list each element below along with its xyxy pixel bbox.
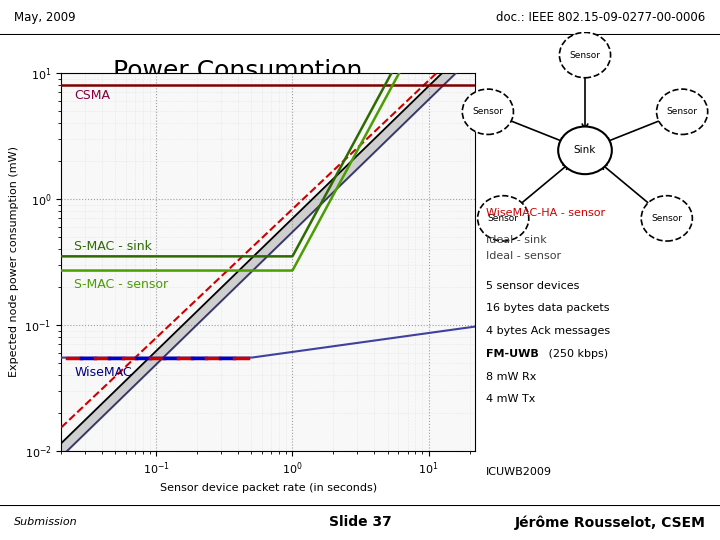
Text: Power Consumption: Power Consumption <box>113 58 362 83</box>
Text: WiseMAC-HA - sensor: WiseMAC-HA - sensor <box>486 208 605 218</box>
Text: Jérôme Rousselot, CSEM: Jérôme Rousselot, CSEM <box>515 515 706 530</box>
Text: WiseMAC: WiseMAC <box>74 366 132 379</box>
Text: Sensor: Sensor <box>472 107 503 116</box>
FancyArrowPatch shape <box>601 164 653 207</box>
Text: (250 kbps): (250 kbps) <box>545 349 608 359</box>
Text: May, 2009: May, 2009 <box>14 11 76 24</box>
Text: 5 sensor devices: 5 sensor devices <box>486 281 580 291</box>
Text: Ideal - sink: Ideal - sink <box>486 235 546 245</box>
Text: CSMA: CSMA <box>74 89 110 102</box>
Text: Sensor: Sensor <box>487 214 518 223</box>
Text: doc.: IEEE 802.15-09-0277-00-0006: doc.: IEEE 802.15-09-0277-00-0006 <box>496 11 706 24</box>
Text: ICUWB2009: ICUWB2009 <box>486 467 552 477</box>
X-axis label: Sensor device packet rate (in seconds): Sensor device packet rate (in seconds) <box>160 483 377 493</box>
FancyArrowPatch shape <box>604 118 665 143</box>
Text: Ideal - sensor: Ideal - sensor <box>486 251 561 261</box>
Circle shape <box>559 32 611 78</box>
Text: Slide 37: Slide 37 <box>328 516 392 529</box>
Text: Sink: Sink <box>574 145 596 156</box>
Text: S-MAC - sink: S-MAC - sink <box>74 240 152 253</box>
Text: 8 mW Rx: 8 mW Rx <box>486 372 536 382</box>
Text: FM-UWB: FM-UWB <box>486 349 539 359</box>
Circle shape <box>657 89 708 134</box>
Circle shape <box>462 89 513 134</box>
Text: Sensor: Sensor <box>570 51 600 59</box>
Y-axis label: Expected node power consumption (mW): Expected node power consumption (mW) <box>9 146 19 377</box>
Text: 4 bytes Ack messages: 4 bytes Ack messages <box>486 326 610 336</box>
Circle shape <box>477 195 528 241</box>
Text: S-MAC - sensor: S-MAC - sensor <box>74 278 168 291</box>
Circle shape <box>558 126 612 174</box>
Text: 4 mW Tx: 4 mW Tx <box>486 394 536 404</box>
Text: Submission: Submission <box>14 517 78 528</box>
Circle shape <box>642 195 693 241</box>
Text: Sensor: Sensor <box>667 107 698 116</box>
FancyArrowPatch shape <box>582 73 588 130</box>
Text: 16 bytes data packets: 16 bytes data packets <box>486 303 610 314</box>
FancyArrowPatch shape <box>517 164 569 207</box>
Text: Sensor: Sensor <box>652 214 683 223</box>
FancyArrowPatch shape <box>505 118 566 143</box>
